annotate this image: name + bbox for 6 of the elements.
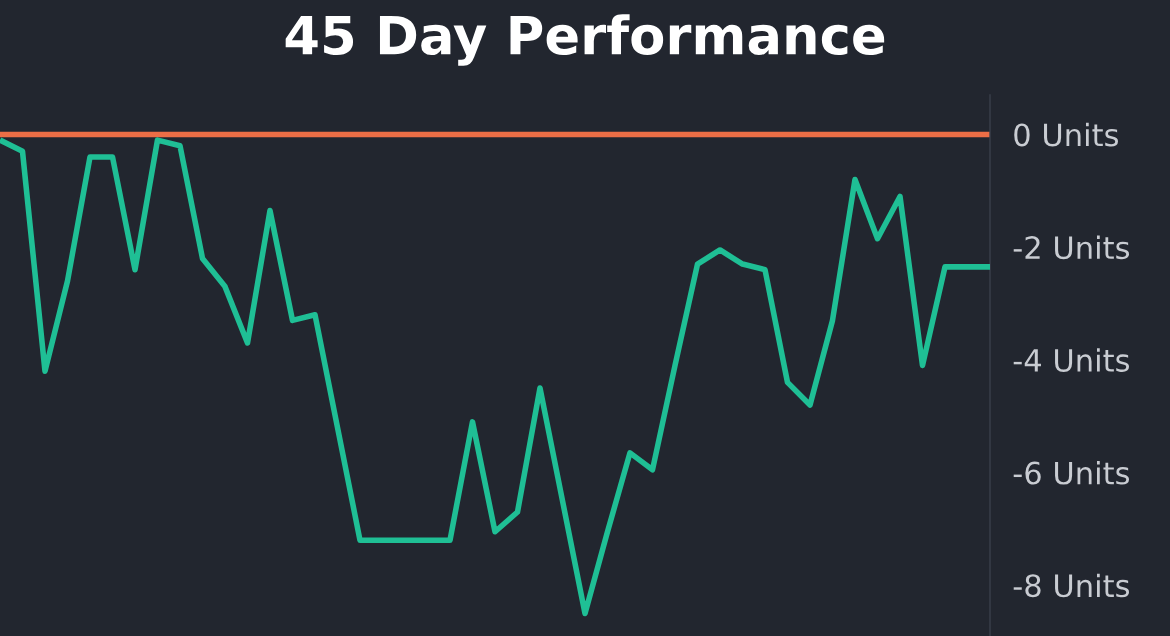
chart-title: 45 Day Performance bbox=[285, 14, 885, 66]
y-tick-label: -6 Units bbox=[1013, 460, 1130, 485]
y-tick-label: 0 Units bbox=[1014, 122, 1118, 147]
y-tick-label: -4 Units bbox=[1013, 348, 1130, 372]
y-tick-label: -8 Units bbox=[1013, 573, 1130, 598]
y-tick-label: -2 Units bbox=[1013, 235, 1130, 260]
